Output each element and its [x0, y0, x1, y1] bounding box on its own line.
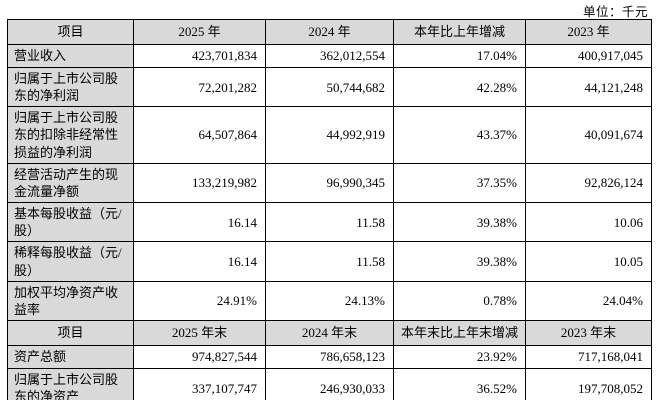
- value-cell: 40,091,674: [525, 106, 652, 164]
- value-cell: 42.28%: [393, 66, 526, 108]
- value-cell: 23.92%: [393, 345, 526, 370]
- value-cell: 44,992,919: [265, 106, 394, 164]
- value-cell: 400,917,045: [525, 44, 652, 68]
- column-header: 2024 年末: [265, 320, 394, 347]
- value-cell: 43.37%: [393, 106, 526, 164]
- column-header: 2025 年: [133, 19, 266, 45]
- value-cell: 92,826,124: [525, 162, 652, 204]
- row-label: 基本每股收益（元/股）: [7, 202, 134, 243]
- value-cell: 17.04%: [393, 44, 526, 68]
- table-row: 稀释每股收益（元/股） 16.14 11.58 39.38% 10.05: [7, 241, 652, 282]
- column-header-item: 项目: [7, 19, 134, 45]
- value-cell: 423,701,834: [133, 44, 266, 68]
- value-cell: 717,168,041: [525, 345, 652, 370]
- table-row: 资产总额 974,827,544 786,658,123 23.92% 717,168,…: [7, 345, 652, 370]
- row-label: 稀释每股收益（元/股）: [7, 241, 134, 282]
- value-cell: 16.14: [133, 241, 266, 282]
- row-label: 营业收入: [7, 44, 134, 68]
- column-header: 2025 年末: [133, 320, 266, 347]
- value-cell: 72,201,282: [133, 66, 266, 108]
- value-cell: 133,219,982: [133, 162, 266, 204]
- column-header: 2023 年末: [525, 320, 652, 347]
- value-cell: 39.38%: [393, 241, 526, 282]
- value-cell: 197,708,052: [525, 368, 652, 400]
- value-cell: 44,121,248: [525, 66, 652, 108]
- value-cell: 64,507,864: [133, 106, 266, 164]
- row-label: 归属于上市公司股东的净利润: [7, 66, 134, 108]
- table-row: 营业收入 423,701,834 362,012,554 17.04% 400,917,…: [7, 44, 652, 68]
- value-cell: 974,827,544: [133, 345, 266, 370]
- financial-summary-table-body: 项目 2025 年 2024 年本年比上年增减 2023 年营业收入 423,701,8…: [7, 19, 652, 400]
- value-cell: 24.04%: [525, 280, 652, 322]
- column-header-row: 项目 2025 年 2024 年本年比上年增减 2023 年: [7, 19, 652, 45]
- row-label: 归属于上市公司股东的净资产: [7, 368, 134, 400]
- value-cell: 11.58: [265, 202, 394, 243]
- financial-summary-table: 项目 2025 年 2024 年本年比上年增减 2023 年营业收入 423,701,8…: [7, 19, 652, 400]
- value-cell: 786,658,123: [265, 345, 394, 370]
- unit-label: 单位：千元: [582, 5, 648, 19]
- value-cell: 362,012,554: [265, 44, 394, 68]
- value-cell: 11.58: [265, 241, 394, 282]
- table-row: 归属于上市公司股东的扣除非经常性损益的净利润 64,507,864 44,992,9…: [7, 106, 652, 164]
- value-cell: 337,107,747: [133, 368, 266, 400]
- column-header-item: 项目: [7, 320, 134, 347]
- table-row: 归属于上市公司股东的净资产 337,107,747 246,930,033 36.52…: [7, 368, 652, 400]
- table-row: 经营活动产生的现金流量净额 133,219,982 96,990,345 37.35%…: [7, 162, 652, 204]
- value-cell: 37.35%: [393, 162, 526, 204]
- column-header: 本年比上年增减: [393, 19, 526, 45]
- value-cell: 39.38%: [393, 202, 526, 243]
- column-header-row: 项目 2025 年末 2024 年末 本年末比上年末增减 2023 年末: [7, 320, 652, 347]
- value-cell: 10.06: [525, 202, 652, 243]
- row-label: 加权平均净资产收益率: [7, 280, 134, 322]
- value-cell: 16.14: [133, 202, 266, 243]
- table-row: 基本每股收益（元/股） 16.14 11.58 39.38% 10.06: [7, 202, 652, 243]
- table-row: 加权平均净资产收益率 24.91% 24.13% 0.78% 24.04%: [7, 280, 652, 322]
- row-label: 资产总额: [7, 345, 134, 370]
- column-header: 2023 年: [525, 19, 652, 45]
- value-cell: 50,744,682: [265, 66, 394, 108]
- value-cell: 24.91%: [133, 280, 266, 322]
- value-cell: 24.13%: [265, 280, 394, 322]
- column-header: 本年末比上年末增减: [393, 320, 526, 347]
- value-cell: 36.52%: [393, 368, 526, 400]
- value-cell: 96,990,345: [265, 162, 394, 204]
- value-cell: 10.05: [525, 241, 652, 282]
- row-label: 经营活动产生的现金流量净额: [7, 162, 134, 204]
- row-label: 归属于上市公司股东的扣除非经常性损益的净利润: [7, 106, 134, 164]
- value-cell: 246,930,033: [265, 368, 394, 400]
- value-cell: 0.78%: [393, 280, 526, 322]
- table-row: 归属于上市公司股东的净利润 72,201,282 50,744,682 42.28% 4…: [7, 66, 652, 108]
- column-header: 2024 年: [265, 19, 394, 45]
